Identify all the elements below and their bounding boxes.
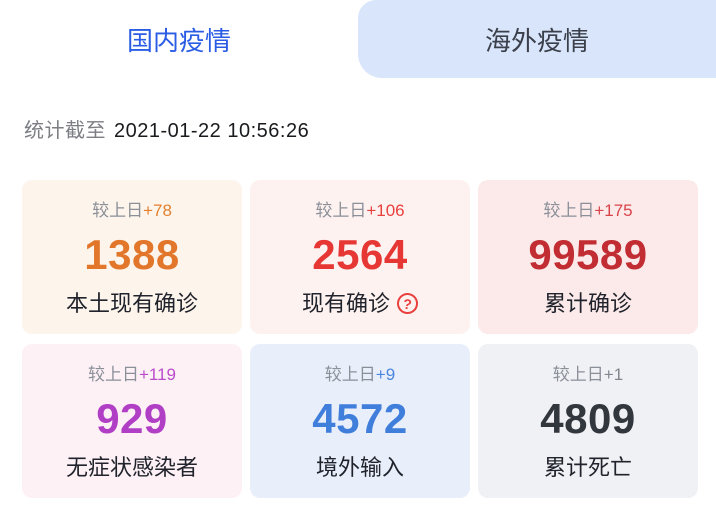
delta-label: 较上日 — [543, 201, 595, 220]
stat-label-row: 无症状感染者 — [66, 455, 198, 480]
stat-value: 1388 — [84, 230, 180, 278]
stat-label: 境外输入 — [315, 454, 404, 480]
delta-label: 较上日 — [87, 365, 139, 384]
delta-value: +78 — [143, 201, 172, 220]
stats-timestamp-datetime: 2021-01-22 10:56:26 — [114, 120, 310, 142]
stat-card-current-confirmed: 较上日+106 2564 现有确诊 ? — [250, 180, 470, 334]
stat-label: 累计死亡 — [543, 454, 632, 480]
help-icon[interactable]: ? — [395, 291, 420, 316]
delta-value: +119 — [138, 365, 177, 384]
tab-domestic[interactable]: 国内疫情 — [0, 0, 358, 78]
stat-value: 4572 — [312, 394, 408, 442]
delta-value: +175 — [594, 201, 633, 220]
stat-label: 本土现有确诊 — [65, 290, 198, 316]
delta-line: 较上日+106 — [315, 202, 404, 219]
stat-card-imported: 较上日+9 4572 境外输入 — [250, 344, 470, 498]
delta-label: 较上日 — [92, 201, 144, 220]
stat-label-row: 本土现有确诊 — [66, 291, 198, 316]
delta-line: 较上日+175 — [543, 202, 632, 219]
stat-card-local-current-confirmed: 较上日+78 1388 本土现有确诊 — [22, 180, 242, 334]
delta-line: 较上日+78 — [92, 202, 172, 219]
delta-label: 较上日 — [324, 365, 376, 384]
stats-timestamp: 统计截至 2021-01-22 10:56:26 — [24, 114, 716, 143]
stats-grid: 较上日+78 1388 本土现有确诊 较上日+106 2564 现有确诊 ? 较… — [22, 180, 698, 498]
delta-line: 较上日+119 — [88, 366, 176, 383]
tab-domestic-label: 国内疫情 — [126, 25, 231, 56]
stat-label: 现有确诊 — [301, 290, 390, 316]
stat-label-row: 现有确诊 ? — [301, 290, 420, 316]
delta-line: 较上日+1 — [553, 366, 623, 383]
stat-card-total-confirmed: 较上日+175 99589 累计确诊 — [478, 180, 698, 334]
delta-value: +106 — [366, 201, 405, 220]
stat-label-row: 累计确诊 — [544, 291, 632, 316]
delta-value: +1 — [603, 365, 624, 384]
delta-label: 较上日 — [552, 365, 604, 384]
stats-timestamp-prefix: 统计截至 — [24, 120, 106, 142]
tab-bar: 国内疫情 海外疫情 — [0, 0, 716, 78]
stat-value: 4809 — [540, 394, 636, 442]
delta-line: 较上日+9 — [325, 366, 395, 383]
stat-card-total-deaths: 较上日+1 4809 累计死亡 — [478, 344, 698, 498]
stat-label: 累计确诊 — [543, 290, 632, 316]
delta-label: 较上日 — [315, 201, 367, 220]
stat-value: 929 — [96, 394, 168, 442]
stat-label: 无症状感染者 — [65, 454, 198, 480]
stat-value: 2564 — [312, 230, 408, 278]
delta-value: +9 — [375, 365, 396, 384]
stat-value: 99589 — [528, 230, 648, 278]
stat-label-row: 境外输入 — [316, 455, 404, 480]
stat-label-row: 累计死亡 — [544, 455, 632, 480]
tab-overseas[interactable]: 海外疫情 — [358, 0, 716, 78]
tab-overseas-label: 海外疫情 — [484, 25, 589, 56]
stat-card-asymptomatic: 较上日+119 929 无症状感染者 — [22, 344, 242, 498]
